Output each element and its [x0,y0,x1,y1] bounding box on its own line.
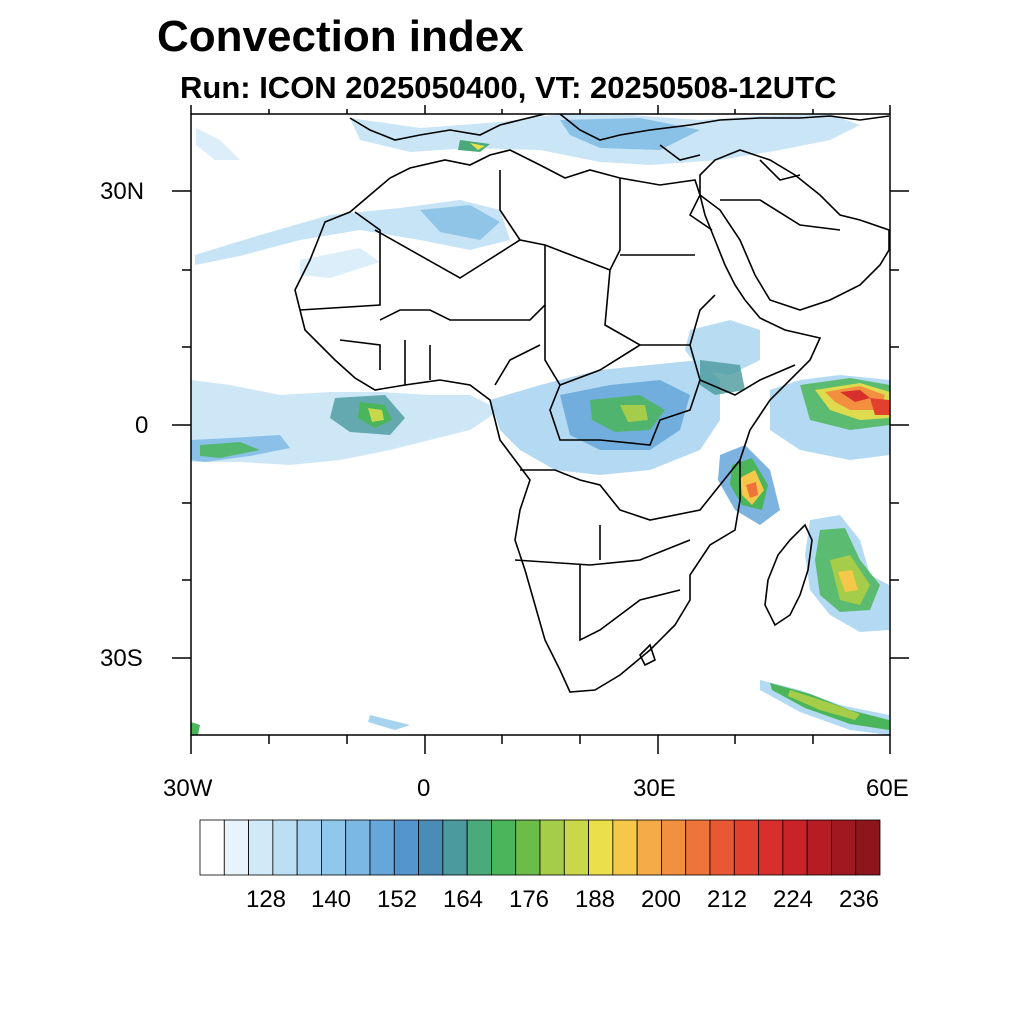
convection-field [191,114,890,735]
colorbar-label: 152 [376,886,418,913]
lon-label-30e: 30E [633,775,676,802]
colorbar-box [296,819,322,876]
lat-label-30n: 30N [100,178,145,205]
lon-label-30w: 30W [163,775,213,802]
colorbar-box [418,819,444,876]
lon-label-60e: 60E [866,775,909,802]
colorbar-box [199,819,225,876]
colorbar-box [612,819,638,876]
colorbar-box [223,819,249,876]
colorbar-label: 212 [706,886,748,913]
colorbar-box [442,819,468,876]
colorbar-box [782,819,808,876]
axis-ticks [172,105,909,754]
colorbar-label: 140 [310,886,352,913]
colorbar-box [345,819,371,876]
colorbar-label: 128 [245,886,287,913]
colorbar-label: 200 [640,886,682,913]
colorbar-box [515,819,541,876]
colorbar-label: 188 [574,886,616,913]
colorbar-box [661,819,687,876]
colorbar-label: 164 [442,886,484,913]
coastlines [294,114,890,693]
colorbar-box [709,819,735,876]
colorbar-box [806,819,832,876]
colorbar-box [539,819,565,876]
colorbar [199,819,881,876]
map-title: Convection index [157,12,524,61]
colorbar-box [563,819,589,876]
colorbar-box [248,819,274,876]
colorbar-box [831,819,857,876]
colorbar-label: 236 [838,886,880,913]
colorbar-box [758,819,784,876]
colorbar-box [855,819,881,876]
colorbar-box [272,819,298,876]
colorbar-box [588,819,614,876]
colorbar-box [491,819,517,876]
colorbar-box [321,819,347,876]
colorbar-box [685,819,711,876]
colorbar-box [636,819,662,876]
colorbar-box [369,819,395,876]
colorbar-box [733,819,759,876]
run-info-subtitle: Run: ICON 2025050400, VT: 20250508-12UTC [180,70,837,105]
lon-label-0: 0 [417,775,431,802]
colorbar-box [393,819,419,876]
lat-label-30s: 30S [100,645,143,672]
lat-label-0: 0 [135,412,149,439]
colorbar-box [466,819,492,876]
colorbar-label: 176 [508,886,550,913]
colorbar-label: 224 [772,886,814,913]
